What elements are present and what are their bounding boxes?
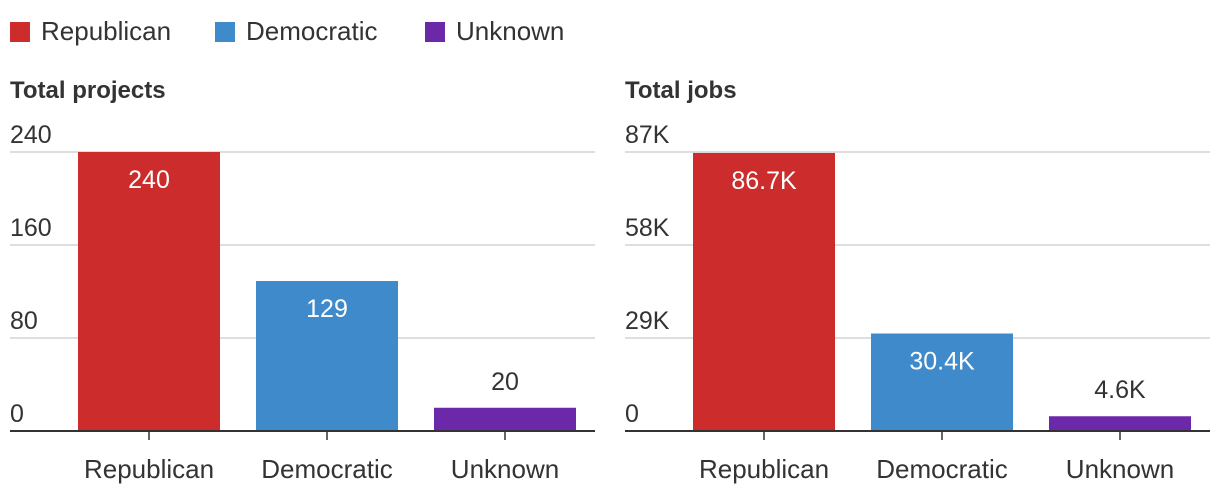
y-tick-label: 240 (10, 121, 52, 149)
bar-democratic (871, 333, 1013, 431)
x-tick-label-republican: Republican (84, 454, 214, 484)
x-tick-label-unknown: Unknown (1066, 454, 1174, 484)
data-label-republican: 240 (128, 166, 170, 194)
bar-unknown (434, 407, 576, 431)
legend: Republican Democratic Unknown (10, 16, 564, 46)
bar-unknown (1049, 416, 1191, 431)
panel-total-projects: Total projects 0 80 160 240 240 Republican 129 D… (10, 77, 595, 484)
data-label-democratic: 129 (306, 295, 348, 323)
data-label-republican: 86.7K (731, 167, 797, 195)
legend-item-republican: Republican (10, 16, 171, 46)
y-tick-label: 87K (625, 121, 670, 149)
legend-swatch-republican (10, 22, 30, 42)
chart-title: Total jobs (625, 77, 737, 104)
bar-republican (78, 152, 220, 431)
x-tick-label-democratic: Democratic (261, 454, 392, 484)
bar-democratic (256, 281, 398, 431)
legend-label-democratic: Democratic (246, 16, 377, 46)
bar-republican (693, 152, 835, 431)
data-label-unknown: 4.6K (1094, 376, 1146, 404)
data-label-democratic: 30.4K (909, 348, 975, 376)
y-tick-label: 0 (625, 400, 639, 428)
y-tick-label: 58K (625, 214, 670, 242)
data-label-unknown: 20 (491, 368, 519, 396)
legend-item-unknown: Unknown (425, 16, 564, 46)
legend-swatch-democratic (215, 22, 235, 42)
chart-title: Total projects (10, 77, 166, 104)
x-tick-label-republican: Republican (699, 454, 829, 484)
panel-total-jobs: Total jobs 0 29K 58K 87K 86.7K Republican 30.4K… (625, 77, 1210, 484)
y-tick-label: 0 (10, 400, 24, 428)
legend-item-democratic: Democratic (215, 16, 377, 46)
y-tick-label: 160 (10, 214, 52, 242)
legend-label-unknown: Unknown (456, 16, 564, 46)
y-tick-label: 80 (10, 307, 38, 335)
x-tick-label-democratic: Democratic (876, 454, 1007, 484)
y-tick-label: 29K (625, 307, 670, 335)
legend-label-republican: Republican (41, 16, 171, 46)
legend-swatch-unknown (425, 22, 445, 42)
x-tick-label-unknown: Unknown (451, 454, 559, 484)
